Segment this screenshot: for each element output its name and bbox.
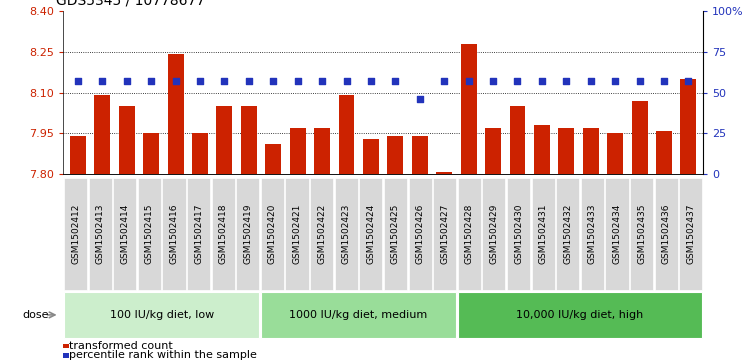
Point	[316, 78, 328, 84]
Point	[97, 78, 109, 84]
Text: percentile rank within the sample: percentile rank within the sample	[69, 350, 257, 360]
Text: GSM1502419: GSM1502419	[243, 204, 252, 264]
Point	[292, 78, 304, 84]
Bar	[583, 128, 599, 174]
Bar	[339, 95, 354, 174]
Bar	[632, 101, 647, 174]
Point	[389, 78, 401, 84]
Bar	[94, 95, 110, 174]
Point	[609, 78, 621, 84]
Text: GSM1502414: GSM1502414	[121, 204, 129, 264]
Bar	[607, 133, 623, 174]
Text: GSM1502429: GSM1502429	[490, 204, 498, 264]
Point	[145, 78, 157, 84]
Point	[560, 78, 572, 84]
Text: 1000 IU/kg diet, medium: 1000 IU/kg diet, medium	[289, 310, 428, 320]
Bar	[461, 44, 477, 174]
Text: GSM1502412: GSM1502412	[71, 204, 80, 264]
Bar	[534, 125, 550, 174]
Text: GSM1502435: GSM1502435	[637, 204, 646, 264]
Point	[243, 78, 254, 84]
Bar	[314, 128, 330, 174]
Text: GSM1502420: GSM1502420	[268, 204, 277, 264]
Point	[219, 78, 231, 84]
Point	[438, 78, 450, 84]
Text: GSM1502428: GSM1502428	[465, 204, 474, 264]
Text: GSM1502422: GSM1502422	[317, 204, 326, 264]
Bar	[241, 106, 257, 174]
Bar	[436, 171, 452, 174]
Bar	[266, 144, 281, 174]
Point	[487, 78, 499, 84]
Bar	[559, 128, 574, 174]
Text: 10,000 IU/kg diet, high: 10,000 IU/kg diet, high	[516, 310, 644, 320]
Text: GSM1502421: GSM1502421	[292, 204, 301, 264]
Bar	[119, 106, 135, 174]
Text: GSM1502432: GSM1502432	[563, 204, 572, 264]
Bar	[217, 106, 232, 174]
Point	[512, 78, 524, 84]
Bar	[656, 131, 672, 174]
Text: GSM1502433: GSM1502433	[588, 204, 597, 264]
Text: GSM1502427: GSM1502427	[440, 204, 449, 264]
Point	[658, 78, 670, 84]
Text: 100 IU/kg diet, low: 100 IU/kg diet, low	[109, 310, 214, 320]
Text: GSM1502437: GSM1502437	[686, 204, 696, 264]
Bar	[412, 136, 428, 174]
Point	[536, 78, 548, 84]
Text: GSM1502436: GSM1502436	[661, 204, 670, 264]
Point	[194, 78, 206, 84]
Point	[414, 96, 426, 102]
Point	[72, 78, 84, 84]
Text: GSM1502430: GSM1502430	[514, 204, 523, 264]
Text: GSM1502416: GSM1502416	[170, 204, 179, 264]
Text: GSM1502418: GSM1502418	[219, 204, 228, 264]
Point	[463, 78, 475, 84]
Point	[634, 78, 646, 84]
Text: GSM1502417: GSM1502417	[194, 204, 203, 264]
Point	[341, 78, 353, 84]
Point	[365, 78, 377, 84]
Bar	[289, 128, 306, 174]
Text: GSM1502434: GSM1502434	[612, 204, 621, 264]
Bar	[70, 136, 86, 174]
Point	[267, 78, 279, 84]
Bar	[681, 79, 696, 174]
Bar	[510, 106, 525, 174]
Text: GSM1502415: GSM1502415	[145, 204, 154, 264]
Bar	[388, 136, 403, 174]
Text: dose: dose	[22, 310, 49, 320]
Bar	[485, 128, 501, 174]
Point	[170, 78, 182, 84]
Bar	[167, 54, 184, 174]
Point	[121, 78, 132, 84]
Text: GSM1502426: GSM1502426	[416, 204, 425, 264]
Bar	[192, 133, 208, 174]
Bar	[143, 133, 159, 174]
Point	[682, 78, 694, 84]
Point	[585, 78, 597, 84]
Text: GSM1502423: GSM1502423	[341, 204, 350, 264]
Text: GSM1502431: GSM1502431	[539, 204, 548, 264]
Text: GSM1502413: GSM1502413	[96, 204, 105, 264]
Text: GDS5345 / 10778677: GDS5345 / 10778677	[56, 0, 205, 7]
Bar	[363, 139, 379, 174]
Text: transformed count: transformed count	[69, 341, 173, 351]
Text: GSM1502424: GSM1502424	[366, 204, 376, 264]
Text: GSM1502425: GSM1502425	[391, 204, 400, 264]
